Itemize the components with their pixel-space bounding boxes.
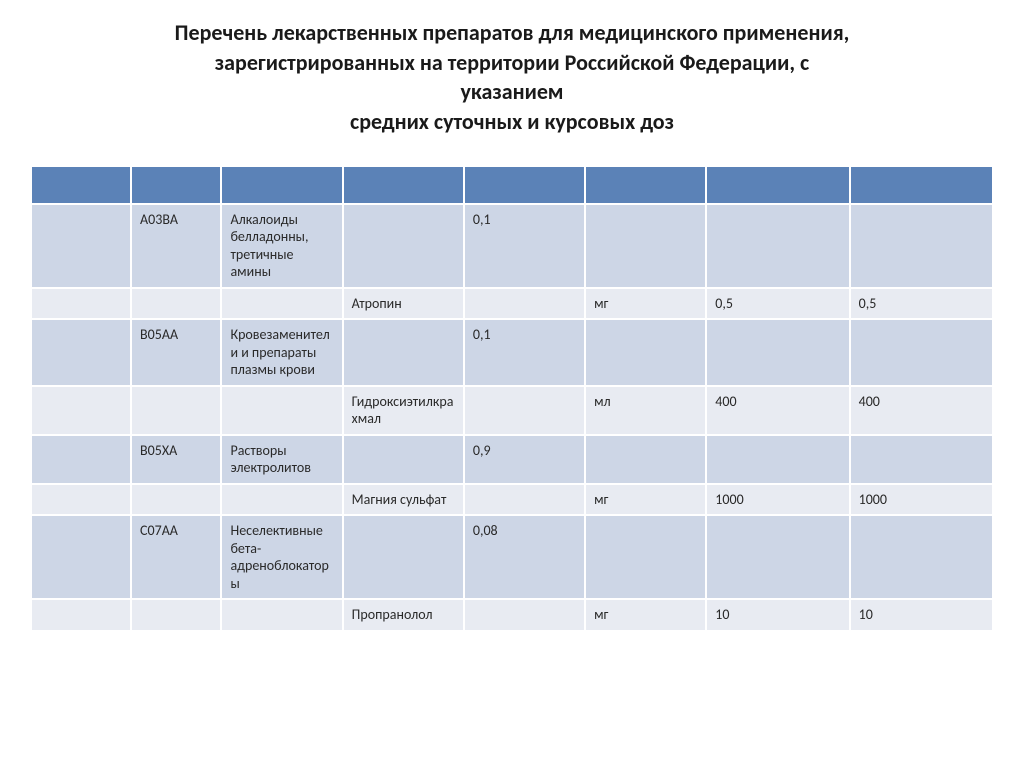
table-cell xyxy=(31,288,131,320)
table-cell xyxy=(464,484,585,516)
table-cell: 0,08 xyxy=(464,515,585,599)
table-row: Пропранололмг1010 xyxy=(31,599,993,631)
table-cell: C07AA xyxy=(131,515,221,599)
table-cell: 0,1 xyxy=(464,204,585,288)
table-cell xyxy=(706,435,849,484)
table-cell xyxy=(221,386,342,435)
table-header-cell xyxy=(31,166,131,204)
table-cell: A03BA xyxy=(131,204,221,288)
page-title: Перечень лекарственных препаратов для ме… xyxy=(30,18,994,137)
table-cell: мл xyxy=(585,386,706,435)
table-cell xyxy=(31,484,131,516)
table-row: Атропинмг0,50,5 xyxy=(31,288,993,320)
table-cell xyxy=(31,204,131,288)
table-cell xyxy=(131,599,221,631)
table-cell xyxy=(31,319,131,386)
table-cell: Растворы электролитов xyxy=(221,435,342,484)
table-cell xyxy=(343,435,464,484)
table-cell: Магния сульфат xyxy=(343,484,464,516)
table-header-cell xyxy=(131,166,221,204)
table-cell: Кровезаменители и препараты плазмы крови xyxy=(221,319,342,386)
table-header-cell xyxy=(343,166,464,204)
table-cell xyxy=(343,204,464,288)
table-cell: 0,9 xyxy=(464,435,585,484)
table-body: A03BAАлкалоиды белладонны, третичные ами… xyxy=(31,204,993,631)
table-header-cell xyxy=(706,166,849,204)
table-cell: B05AA xyxy=(131,319,221,386)
table-cell xyxy=(850,515,993,599)
table-cell xyxy=(706,319,849,386)
table-header-cell xyxy=(585,166,706,204)
table-cell: Гидроксиэтилкрахмал xyxy=(343,386,464,435)
table-cell: 400 xyxy=(706,386,849,435)
table-cell xyxy=(221,288,342,320)
table-cell: Пропранолол xyxy=(343,599,464,631)
table-cell xyxy=(31,515,131,599)
table-cell xyxy=(131,484,221,516)
table-cell xyxy=(131,386,221,435)
table-cell xyxy=(131,288,221,320)
table-row: B05XAРастворы электролитов 0,9 xyxy=(31,435,993,484)
title-line-3: средних суточных и курсовых доз xyxy=(350,108,674,135)
table-cell xyxy=(850,435,993,484)
title-line-2: указанием xyxy=(461,78,564,105)
table-cell xyxy=(850,204,993,288)
table-row: Гидроксиэтилкрахмалмл400400 xyxy=(31,386,993,435)
table-cell: 10 xyxy=(706,599,849,631)
table-cell xyxy=(585,435,706,484)
table-cell xyxy=(850,319,993,386)
table-cell: мг xyxy=(585,599,706,631)
table-row: C07AAНеселективные бета-адреноблокаторы 0… xyxy=(31,515,993,599)
table-row: A03BAАлкалоиды белладонны, третичные ами… xyxy=(31,204,993,288)
table-cell: мг xyxy=(585,484,706,516)
table-cell xyxy=(464,288,585,320)
table-cell xyxy=(221,484,342,516)
table-cell: 0,5 xyxy=(706,288,849,320)
table-cell: B05XA xyxy=(131,435,221,484)
table-cell: Неселективные бета-адреноблокаторы xyxy=(221,515,342,599)
table-row: B05AAКровезаменители и препараты плазмы … xyxy=(31,319,993,386)
table-header-cell xyxy=(464,166,585,204)
table-cell xyxy=(585,515,706,599)
table-cell: мг xyxy=(585,288,706,320)
table-cell xyxy=(585,319,706,386)
table-cell xyxy=(343,515,464,599)
title-line-0: Перечень лекарственных препаратов для ме… xyxy=(175,19,850,46)
medication-table: A03BAАлкалоиды белладонны, третичные ами… xyxy=(30,165,994,632)
table-cell: 1000 xyxy=(706,484,849,516)
table-cell xyxy=(585,204,706,288)
table-header-cell xyxy=(850,166,993,204)
table-cell: 400 xyxy=(850,386,993,435)
table-cell xyxy=(31,599,131,631)
table-cell xyxy=(464,386,585,435)
table-cell: 0,1 xyxy=(464,319,585,386)
table-header-row xyxy=(31,166,993,204)
table-cell xyxy=(464,599,585,631)
table-cell: Атропин xyxy=(343,288,464,320)
title-line-1: зарегистрированных на территории Российс… xyxy=(215,49,809,76)
table-cell xyxy=(31,435,131,484)
table-cell: 1000 xyxy=(850,484,993,516)
table-cell xyxy=(221,599,342,631)
table-row: Магния сульфатмг10001000 xyxy=(31,484,993,516)
table-cell: 10 xyxy=(850,599,993,631)
table-cell: 0,5 xyxy=(850,288,993,320)
table-header-cell xyxy=(221,166,342,204)
table-cell: Алкалоиды белладонны, третичные амины xyxy=(221,204,342,288)
table-cell xyxy=(31,386,131,435)
table-cell xyxy=(343,319,464,386)
table-cell xyxy=(706,204,849,288)
table-cell xyxy=(706,515,849,599)
